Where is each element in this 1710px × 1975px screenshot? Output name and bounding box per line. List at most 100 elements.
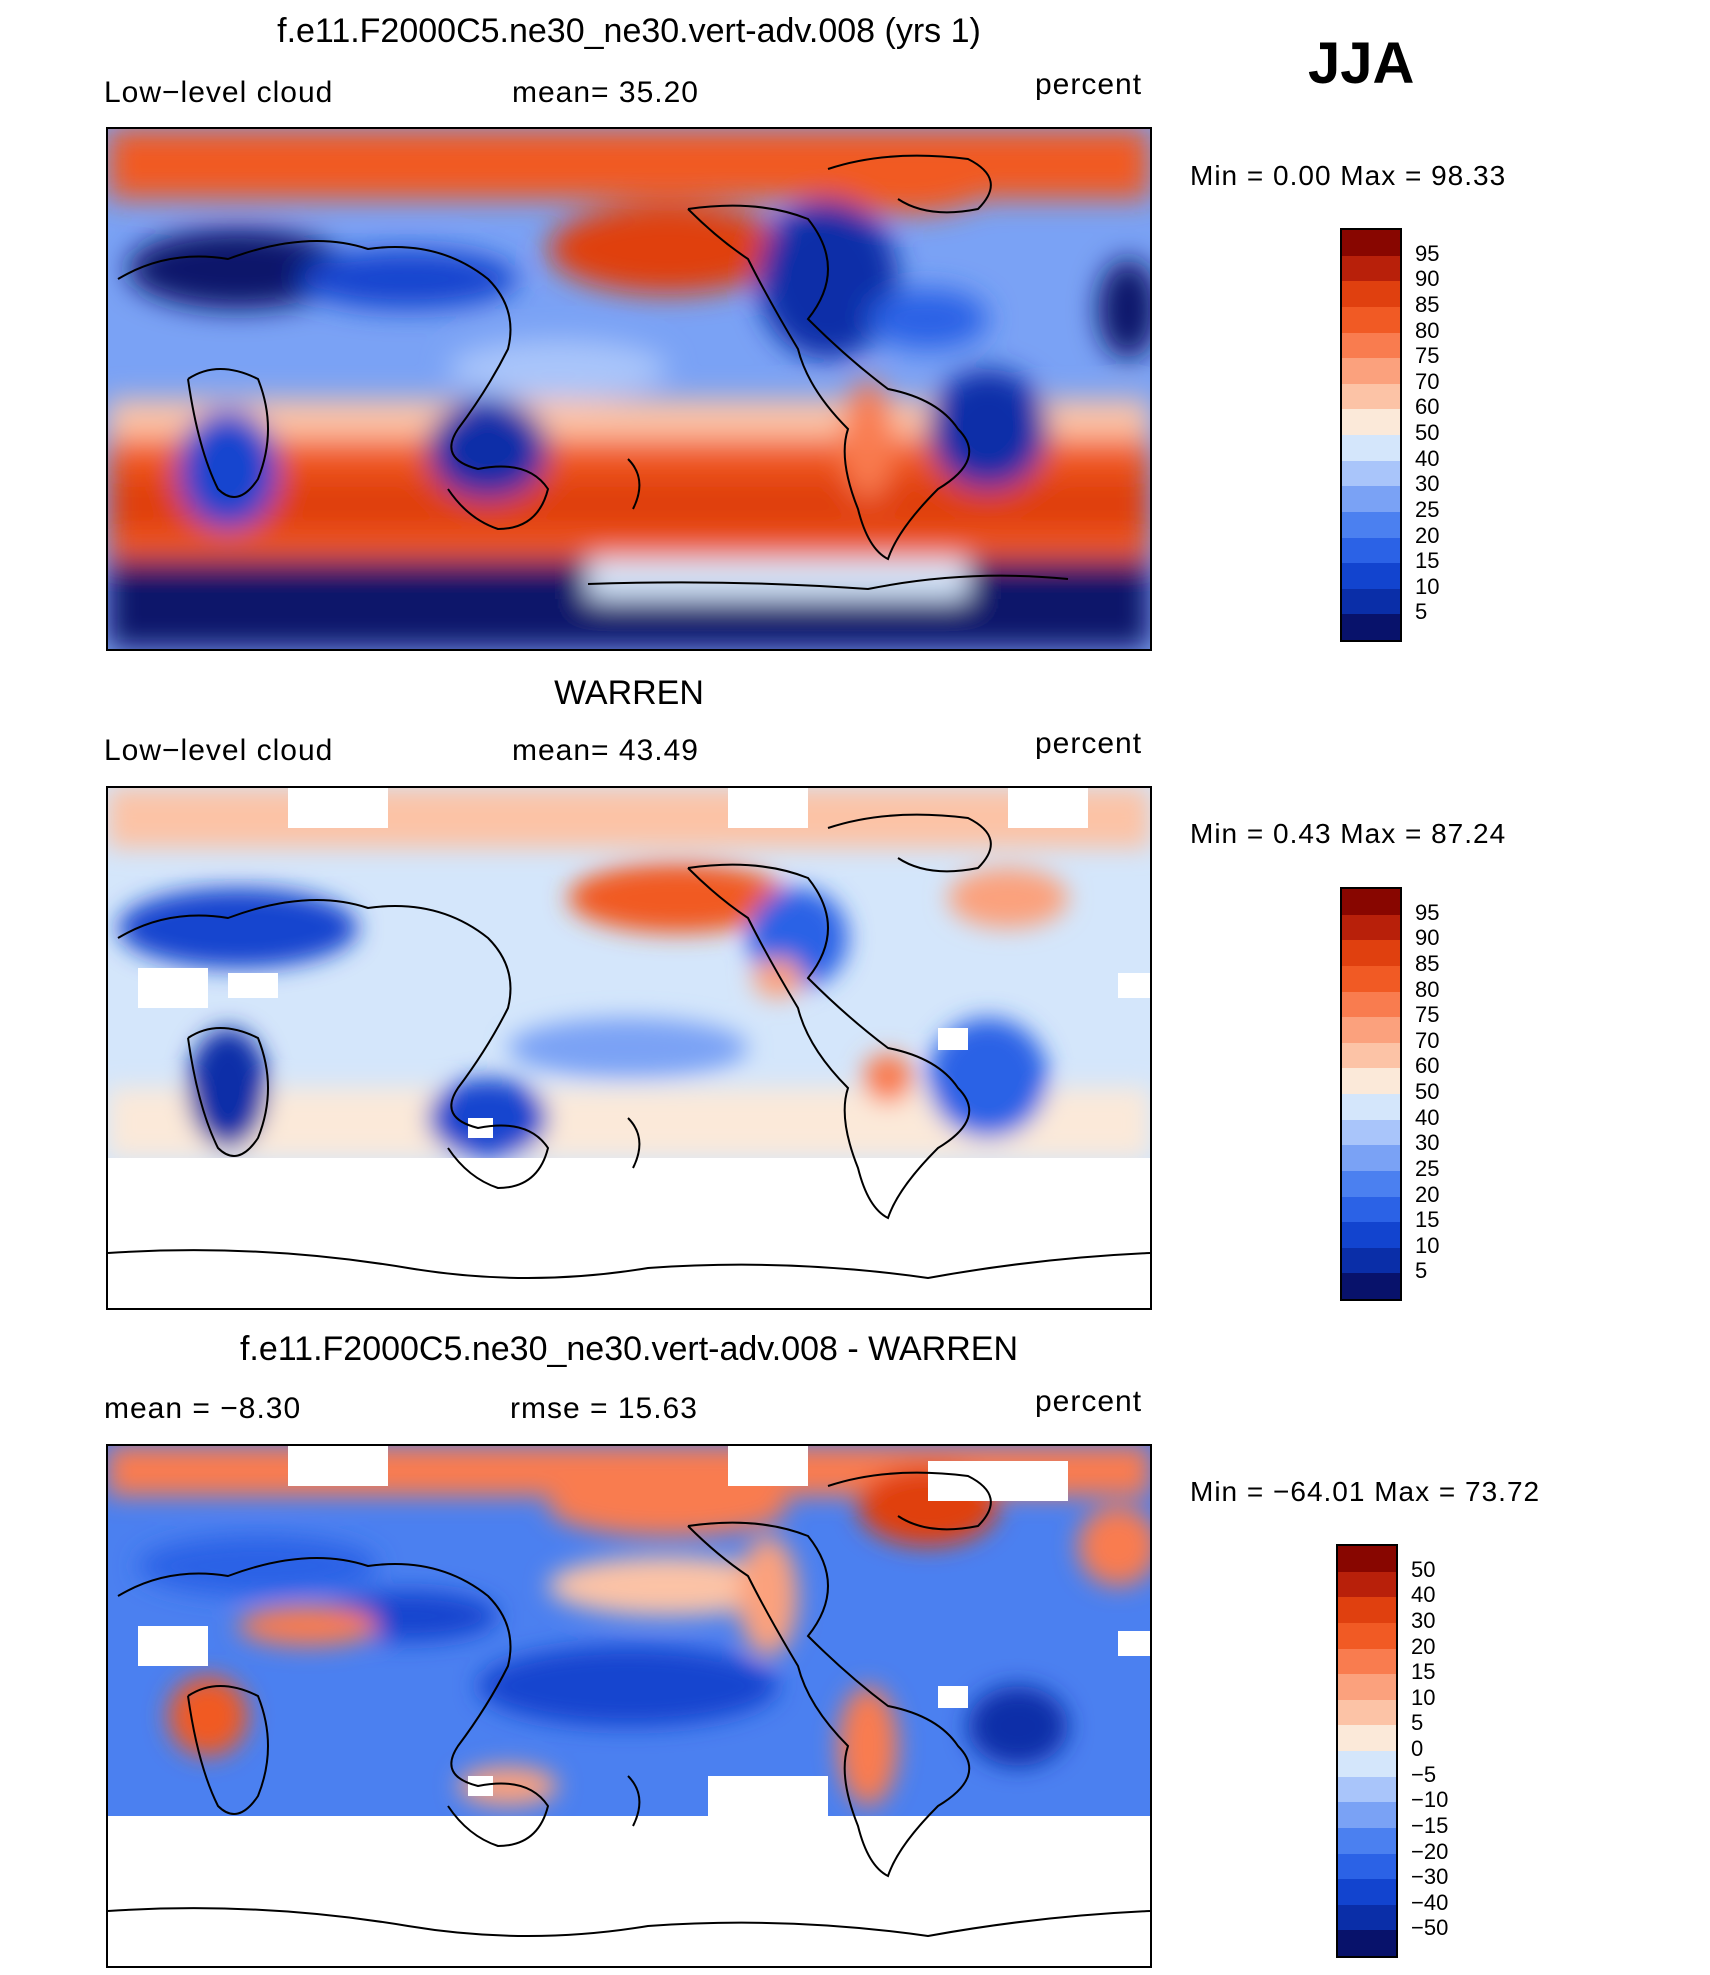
panel1-colorbar-tick-label: 90 <box>1415 266 1440 292</box>
panel2-colorbar-segment <box>1342 965 1400 992</box>
panel2-colorbar-tick-label: 10 <box>1415 1232 1440 1258</box>
panel1-colorbar-tick-label: 30 <box>1415 471 1440 497</box>
panel2-colorbar-segment <box>1342 991 1400 1018</box>
panel3-colorbar-segment <box>1338 1802 1396 1828</box>
panel3-colorbar-tick-label: 20 <box>1411 1633 1436 1659</box>
panel2-colorbar-segment <box>1342 1145 1400 1171</box>
panel1-colorbar-segment <box>1342 511 1400 538</box>
panel2-colorbar-tick-label: 70 <box>1415 1027 1440 1053</box>
panel2-map-field <box>108 788 1150 1308</box>
panel3-colorbar-tick-label: −40 <box>1411 1889 1449 1915</box>
panel1-colorbar-segment <box>1342 460 1400 487</box>
panel3-colorbar-tick-label: 10 <box>1411 1684 1436 1710</box>
panel3-colorbar-tick-label: 0 <box>1411 1736 1424 1761</box>
panel2-map <box>106 786 1152 1310</box>
panel2-coastlines <box>108 813 1150 1280</box>
panel3-colorbar-segment <box>1338 1879 1396 1905</box>
panel1-colorbar-segment <box>1342 230 1400 256</box>
panel1-colorbar-segment <box>1342 383 1400 410</box>
panel1-colorbar-segment <box>1342 306 1400 333</box>
panel2-colorbar <box>1340 887 1402 1301</box>
panel1-colorbar-segment <box>1342 614 1400 640</box>
panel3-colorbar-segment <box>1338 1546 1396 1572</box>
panel1-units-label: percent <box>1035 68 1143 101</box>
panel3-colorbar-segment <box>1338 1751 1396 1777</box>
panel3-colorbar-segment <box>1338 1930 1396 1956</box>
panel2-colorbar-segment <box>1342 914 1400 941</box>
panel2-colorbar-segment <box>1342 1273 1400 1299</box>
panel1-map-field <box>108 129 1150 649</box>
panel2-colorbar-segment <box>1342 1068 1400 1094</box>
panel1-colorbar-tick-label: 60 <box>1415 394 1440 420</box>
panel1-minmax: Min = 0.00 Max = 98.33 <box>1190 160 1507 191</box>
panel1-colorbar-tick-label: 75 <box>1415 343 1440 369</box>
panel1-colorbar-tick-label: 20 <box>1415 522 1440 548</box>
panel1-colorbar-segment <box>1342 537 1400 564</box>
panel2-colorbar-segment <box>1342 889 1400 915</box>
panel2-colorbar-segment <box>1342 1170 1400 1197</box>
panel2-colorbar-segment <box>1342 1094 1400 1120</box>
panel3-colorbar-tick-label: 5 <box>1411 1710 1424 1736</box>
panel1-colorbar-segment <box>1342 332 1400 359</box>
panel2-colorbar-tick-label: 25 <box>1415 1155 1440 1181</box>
panel2-colorbar-segment <box>1342 1196 1400 1223</box>
panel3-colorbar-tick-label: −10 <box>1411 1787 1449 1813</box>
panel3-colorbar-segment <box>1338 1853 1396 1880</box>
panel3-colorbar-segment <box>1338 1904 1396 1931</box>
panel3-colorbar-tick-label: 30 <box>1411 1607 1436 1633</box>
panel3-colorbar-segment <box>1338 1622 1396 1649</box>
panel1-mean-label: mean= 35.20 <box>512 76 699 109</box>
panel1-colorbar-segment <box>1342 563 1400 589</box>
panel2-colorbar-tick-label: 30 <box>1415 1130 1440 1156</box>
panel1-colorbar-tick-label: 50 <box>1415 420 1440 445</box>
panel3-colorbar-segment <box>1338 1674 1396 1700</box>
panel1-colorbar-segment <box>1342 255 1400 282</box>
panel3-minmax: Min = −64.01 Max = 73.72 <box>1190 1476 1541 1507</box>
panel3-colorbar-segment <box>1338 1776 1396 1803</box>
panel3-colorbar <box>1336 1544 1398 1958</box>
panel1-coastlines <box>117 154 1069 591</box>
panel1-colorbar-tick-label: 5 <box>1415 599 1428 625</box>
panel1-title: f.e11.F2000C5.ne30_ne30.vert-adv.008 (yr… <box>277 12 981 50</box>
panel3-map <box>106 1444 1152 1968</box>
panel1-colorbar-segment <box>1342 358 1400 384</box>
panel1-colorbar-tick-label: 80 <box>1415 317 1440 343</box>
panel2-variable-label: Low−level cloud <box>104 734 334 767</box>
panel3-colorbar-tick-label: 40 <box>1411 1582 1436 1608</box>
panel2-colorbar-tick-label: 5 <box>1415 1258 1428 1284</box>
panel3-colorbar-tick-label: −15 <box>1411 1812 1449 1838</box>
panel3-colorbar-tick-label: −20 <box>1411 1838 1449 1864</box>
panel1-colorbar-segment <box>1342 588 1400 615</box>
panel1-map <box>106 127 1152 651</box>
panel2-title: WARREN <box>554 674 704 712</box>
panel3-colorbar-tick-label: 50 <box>1411 1556 1436 1582</box>
panel3-title: f.e11.F2000C5.ne30_ne30.vert-adv.008 - W… <box>239 1330 1018 1368</box>
panel3-colorbar-tick-label: −30 <box>1411 1864 1449 1890</box>
panel2-colorbar-segment <box>1342 1017 1400 1043</box>
panel3-map-field <box>108 1446 1150 1966</box>
panel2-colorbar-tick-label: 20 <box>1415 1181 1440 1207</box>
panel1-colorbar-segment <box>1342 486 1400 512</box>
panel2-minmax: Min = 0.43 Max = 87.24 <box>1190 818 1507 849</box>
panel1-colorbar-tick-label: 15 <box>1415 548 1440 574</box>
panel1-colorbar-tick-label: 10 <box>1415 573 1440 599</box>
panel1-colorbar <box>1340 228 1402 642</box>
panel2-colorbar-segment <box>1342 1222 1400 1248</box>
panel3-rmse-label: rmse = 15.63 <box>510 1392 698 1425</box>
panel1-colorbar-tick-label: 85 <box>1415 291 1440 317</box>
panel2-colorbar-tick-label: 60 <box>1415 1053 1440 1079</box>
panel2-colorbar-tick-label: 75 <box>1415 1002 1440 1028</box>
panel2-colorbar-tick-label: 90 <box>1415 925 1440 951</box>
panel3-colorbar-segment <box>1338 1597 1396 1623</box>
panel2-colorbar-tick-label: 95 <box>1415 899 1440 925</box>
panel2-units-label: percent <box>1035 727 1143 760</box>
panel1-colorbar-tick-label: 95 <box>1415 240 1440 266</box>
panel3-coastlines <box>108 1471 1150 1938</box>
panel2-colorbar-tick-label: 85 <box>1415 950 1440 976</box>
panel2-mean-label: mean= 43.49 <box>512 734 699 767</box>
panel2-colorbar-segment <box>1342 1042 1400 1069</box>
panel3-mean-label: mean = −8.30 <box>104 1392 302 1425</box>
panel1-variable-label: Low−level cloud <box>104 76 334 109</box>
panel1-colorbar-tick-label: 25 <box>1415 496 1440 522</box>
panel3-colorbar-segment <box>1338 1699 1396 1726</box>
